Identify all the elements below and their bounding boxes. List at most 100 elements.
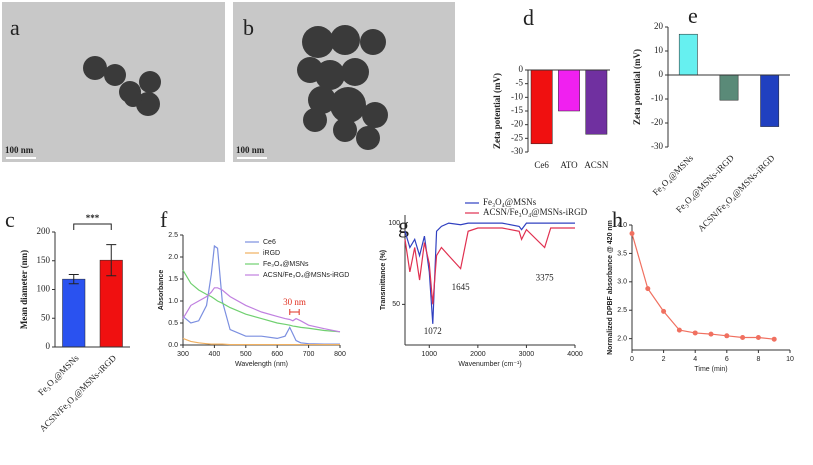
bar (62, 278, 86, 348)
x-tick-label: 3000 (519, 351, 535, 358)
y-tick-label: 1.5 (168, 276, 178, 283)
bar (530, 69, 553, 145)
x-tick-label: ACSN/Fe₃O₄@MSNs-iRGD (696, 152, 777, 233)
y-tick-label: 3.0 (617, 279, 627, 286)
particle (362, 102, 388, 128)
particle (83, 56, 107, 80)
y-axis-title: Transmittance (%) (380, 250, 387, 310)
y-tick-label: -20 (511, 119, 523, 129)
x-axis-title: Time (min) (694, 366, 727, 373)
particle (360, 29, 386, 55)
legend-label: ACSN/Fe₃O₄@MSNs-iRGD (483, 207, 588, 217)
point (708, 331, 714, 337)
x-tick-label: 400 (209, 351, 221, 358)
x-tick-label: 800 (334, 351, 346, 358)
significance-bracket (73, 223, 112, 230)
y-tick-label: -30 (511, 146, 523, 156)
x-tick-label: 2000 (470, 351, 486, 358)
x-tick-label: 600 (271, 351, 283, 358)
y-axis-title: Zeta potential (mV) (492, 73, 502, 149)
x-tick-label: 8 (756, 356, 760, 363)
bar (585, 69, 608, 135)
y-tick-label: 1.0 (168, 298, 178, 305)
panel-letter: h (612, 207, 623, 232)
point (629, 231, 635, 237)
line (182, 269, 341, 333)
point (692, 330, 698, 336)
y-tick-label: 0 (46, 341, 51, 351)
x-tick-label: Fe₃O₄@MSNs (651, 152, 696, 197)
annotation: 3375 (536, 272, 555, 282)
x-tick-label: 1000 (421, 351, 437, 358)
y-axis-title: Absorbance (158, 270, 165, 311)
bar (678, 33, 698, 76)
panel: f 0.0 0.5 1.0 1.5 2.0 2.5 Absorbance 300 400 500 60… (158, 207, 349, 368)
y-tick-label: 0 (519, 64, 524, 74)
point (755, 335, 761, 340)
annotation: 1645 (452, 282, 471, 292)
x-axis-title: Wavenumber (cm⁻¹) (458, 361, 521, 368)
x-tick-label: 4000 (567, 351, 583, 358)
y-axis-title: Zeta potential (mV) (632, 49, 642, 125)
particle (139, 71, 161, 93)
y-tick-label: -25 (511, 132, 523, 142)
legend-label: Fe₃O₄@MSNs (263, 261, 309, 268)
y-tick-label: -15 (511, 105, 523, 115)
point (771, 336, 777, 342)
particle (303, 108, 327, 132)
y-tick-label: 50 (392, 301, 400, 308)
particle (302, 26, 334, 58)
scale-label: 100 nm (5, 145, 34, 155)
bar (558, 69, 580, 112)
panel-letter: b (243, 15, 254, 40)
y-tick-label: 2.5 (168, 232, 178, 239)
particle (333, 118, 357, 142)
particle (308, 86, 336, 114)
panel-letter: d (523, 5, 534, 30)
panel: d -30 -25 -20 -15 -10 -5 0 Zeta potential (mV) Ce… (492, 5, 610, 170)
panel-letter: f (160, 207, 168, 232)
y-tick-label: 50 (41, 312, 51, 322)
particle (104, 64, 126, 86)
y-tick-label: 200 (37, 226, 51, 236)
particle (341, 58, 369, 86)
y-tick-label: 2.0 (168, 254, 178, 261)
x-tick-label: 6 (725, 356, 729, 363)
particle (356, 126, 380, 150)
y-tick-label: 0 (659, 69, 664, 79)
point (645, 286, 651, 292)
y-axis-title: Normalized DPBF absorbance @ 420 nm (607, 220, 614, 355)
y-tick-label: -20 (651, 117, 663, 127)
y-axis-title: Mean diameter (nm) (19, 250, 29, 329)
x-tick-label: ATO (560, 160, 578, 170)
line (182, 287, 341, 333)
panel: e -30 -20 -10 0 10 20 Zeta potential (mV) Fe₃O₄@… (632, 3, 790, 233)
y-tick-label: -10 (651, 93, 663, 103)
annotation: 1072 (424, 326, 442, 336)
y-tick-label: 100 (37, 284, 51, 294)
y-tick-label: 4.0 (617, 222, 627, 229)
x-axis-title: Wavelength (nm) (235, 361, 288, 368)
y-tick-label: 2.5 (617, 307, 627, 314)
panel-letter: g (398, 213, 409, 238)
bar (719, 74, 739, 101)
x-tick-label: ACSN/Fe₃O₄@MSNs-iRGD (37, 352, 118, 433)
bar (760, 74, 780, 127)
x-tick-label: 300 (177, 351, 189, 358)
x-tick-label: 700 (303, 351, 315, 358)
x-tick-label: 4 (693, 356, 697, 363)
y-tick-label: -5 (516, 78, 524, 88)
y-tick-label: -10 (511, 91, 523, 101)
error-bar (106, 244, 117, 277)
y-tick-label: 150 (37, 255, 51, 265)
particle (124, 89, 142, 107)
legend-label: ACSN/Fe₃O₄@MSNs-iRGD (263, 272, 349, 279)
panel: b100 nmb (233, 2, 455, 162)
line (182, 337, 340, 346)
panel-letter: c (5, 207, 15, 232)
error-bar (68, 274, 79, 285)
line (182, 244, 340, 345)
